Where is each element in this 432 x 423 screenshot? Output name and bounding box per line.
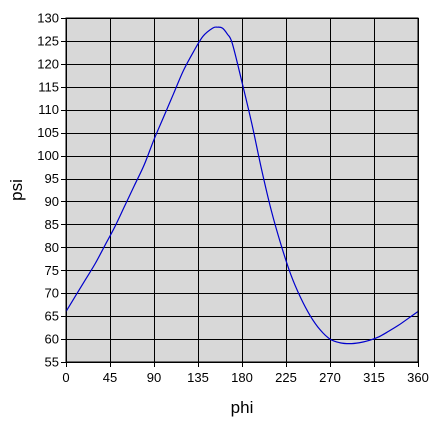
series-layer (65, 26, 419, 345)
x-tick-label: 90 (147, 370, 161, 385)
x-tick-label: 360 (407, 370, 429, 385)
y-tick-label: 75 (45, 263, 59, 278)
y-tick-label: 110 (38, 102, 59, 117)
y-tick-label: 105 (37, 125, 59, 140)
y-tick-label: 70 (45, 286, 59, 301)
y-tick-label: 125 (37, 33, 59, 48)
y-tick-label: 65 (45, 309, 59, 324)
x-tick-label: 0 (62, 370, 69, 385)
x-axis-title: phi (231, 398, 254, 417)
y-tick-label: 100 (37, 148, 59, 163)
y-axis: 55 60 65 70 75 80 85 90 95 100 105 110 115 120 125 130 (37, 11, 66, 370)
y-tick-label: 115 (38, 79, 59, 94)
y-tick-label: 95 (45, 171, 59, 186)
y-tick-label: 85 (45, 217, 59, 232)
y-axis-title: psi (7, 179, 26, 201)
x-tick-label: 315 (363, 370, 385, 385)
y-tick-label: 130 (37, 11, 59, 26)
y-tick-label: 55 (45, 355, 59, 370)
y-tick-label: 60 (45, 332, 59, 347)
x-tick-label: 270 (319, 370, 341, 385)
x-tick-label: 180 (231, 370, 253, 385)
y-tick-label: 90 (45, 194, 59, 209)
series-line (65, 26, 419, 345)
y-tick-label: 80 (45, 240, 59, 255)
y-tick-label: 120 (37, 56, 59, 71)
x-tick-label: 45 (103, 370, 117, 385)
x-tick-label: 225 (275, 370, 297, 385)
x-tick-label: 135 (187, 370, 209, 385)
x-axis: 0 45 90 135 180 225 270 315 360 (62, 362, 429, 385)
